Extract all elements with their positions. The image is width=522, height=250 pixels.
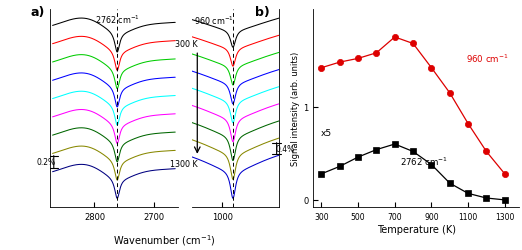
Text: 1300 K: 1300 K [170,159,198,168]
Text: 0.4%: 0.4% [276,144,295,153]
Text: 2762 cm$^{-1}$: 2762 cm$^{-1}$ [400,154,448,167]
Text: a): a) [30,6,45,19]
Text: 0.2%: 0.2% [37,158,55,167]
Text: 2762 cm$^{-1}$: 2762 cm$^{-1}$ [94,13,140,26]
Y-axis label: Signal intensity (arb. units): Signal intensity (arb. units) [291,52,300,166]
Text: x5: x5 [321,128,331,137]
Text: 960 cm$^{-1}$: 960 cm$^{-1}$ [466,52,509,65]
Text: Wavenumber (cm$^{-1}$): Wavenumber (cm$^{-1}$) [113,233,216,248]
Text: 300 K: 300 K [175,40,198,49]
X-axis label: Temperature (K): Temperature (K) [377,224,456,234]
Text: 960 cm$^{-1}$: 960 cm$^{-1}$ [195,14,234,27]
Text: b): b) [255,6,270,19]
